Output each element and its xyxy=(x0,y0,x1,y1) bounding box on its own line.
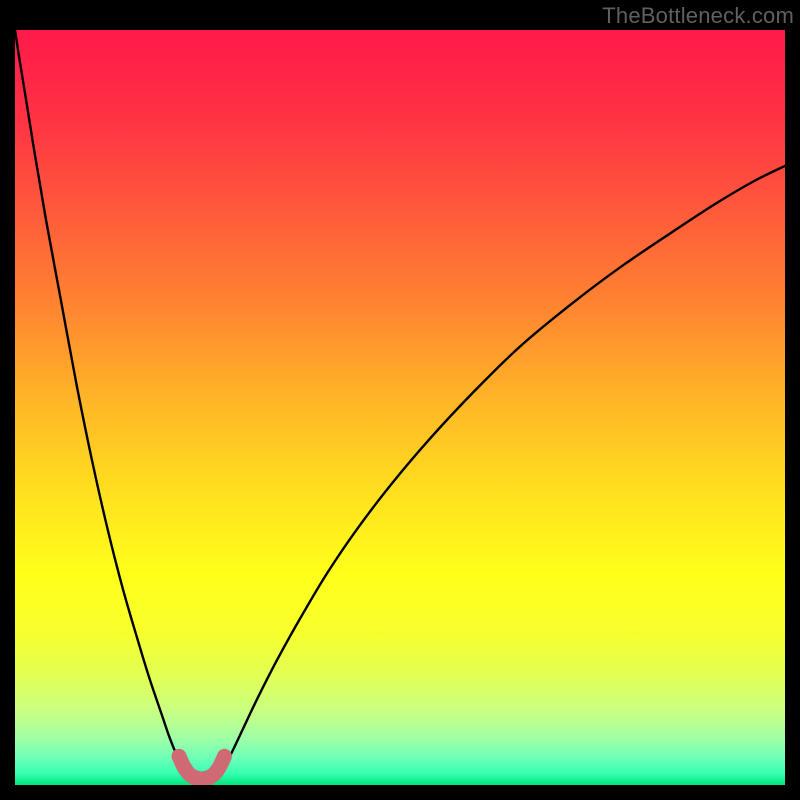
watermark-label: TheBottleneck.com xyxy=(602,3,794,29)
bottleneck-curve-chart xyxy=(15,30,785,785)
chart-container: TheBottleneck.com xyxy=(0,0,800,800)
plot-area xyxy=(15,30,785,785)
chart-background xyxy=(15,30,785,785)
